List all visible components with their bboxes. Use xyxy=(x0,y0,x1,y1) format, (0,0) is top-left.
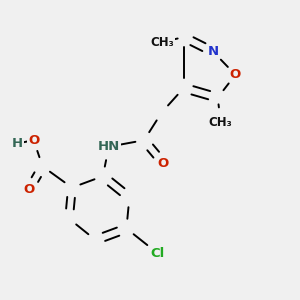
Text: Cl: Cl xyxy=(150,247,164,260)
Text: N: N xyxy=(208,45,219,58)
Text: O: O xyxy=(158,157,169,169)
Text: O: O xyxy=(24,183,35,196)
Text: O: O xyxy=(28,134,39,147)
Text: H: H xyxy=(12,137,23,150)
Text: O: O xyxy=(230,68,241,81)
Text: CH₃: CH₃ xyxy=(209,116,232,129)
Text: HN: HN xyxy=(98,140,120,153)
Text: CH₃: CH₃ xyxy=(150,35,174,49)
